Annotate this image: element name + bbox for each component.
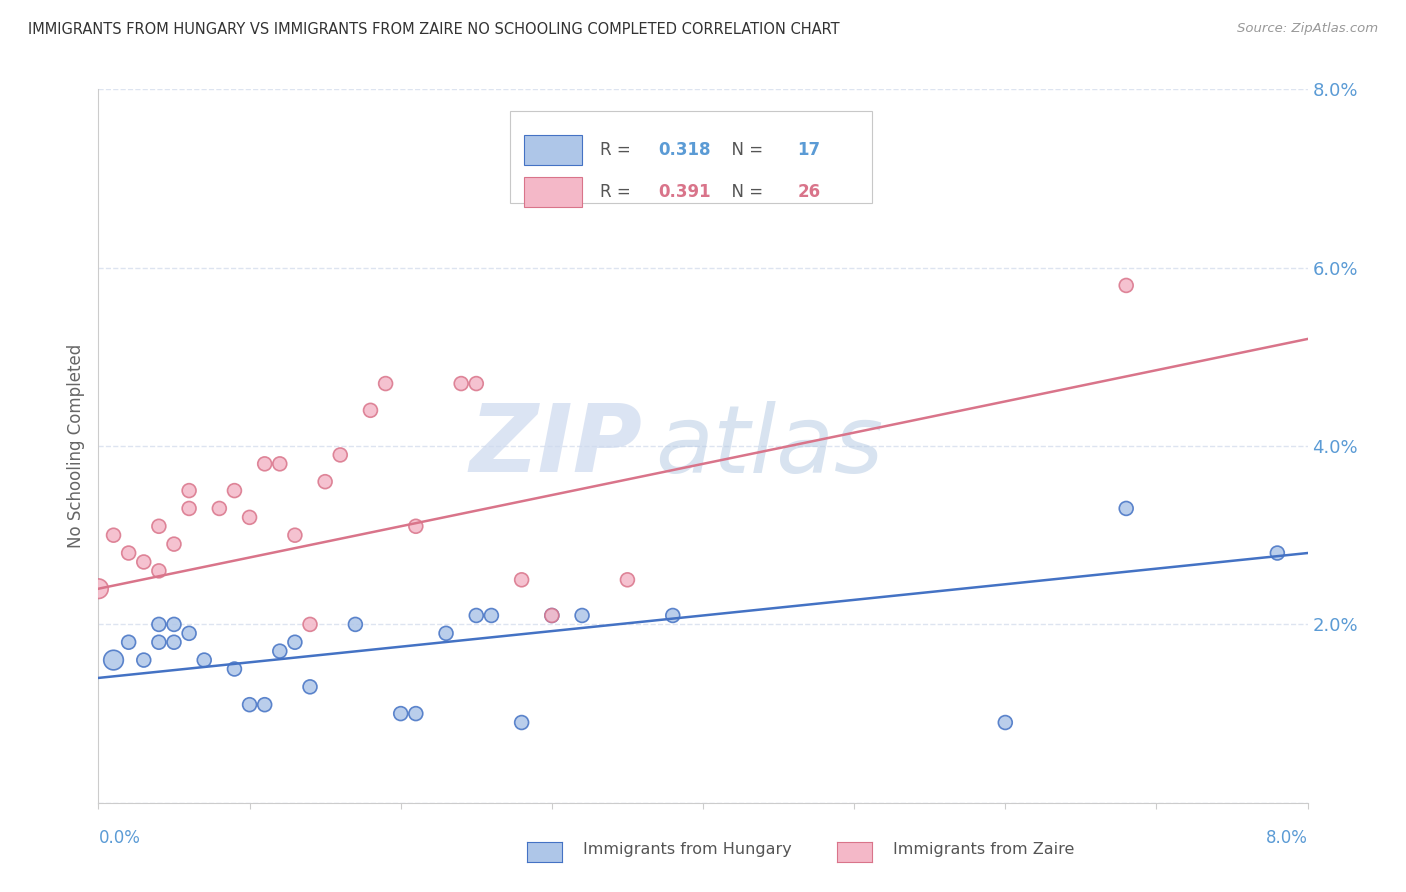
- Point: [253, 457, 276, 471]
- Point: [1115, 501, 1137, 516]
- Point: [224, 483, 246, 498]
- Point: [163, 635, 186, 649]
- Point: [103, 528, 125, 542]
- Point: [239, 698, 262, 712]
- Point: [994, 715, 1017, 730]
- Text: atlas: atlas: [655, 401, 883, 491]
- Text: N =: N =: [721, 141, 769, 159]
- Text: 0.0%: 0.0%: [98, 829, 141, 847]
- Text: Immigrants from Zaire: Immigrants from Zaire: [893, 842, 1074, 856]
- Point: [148, 564, 170, 578]
- Text: R =: R =: [600, 141, 637, 159]
- Text: IMMIGRANTS FROM HUNGARY VS IMMIGRANTS FROM ZAIRE NO SCHOOLING COMPLETED CORRELAT: IMMIGRANTS FROM HUNGARY VS IMMIGRANTS FR…: [28, 22, 839, 37]
- Point: [163, 537, 186, 551]
- Point: [179, 501, 201, 516]
- Point: [148, 617, 170, 632]
- Point: [224, 662, 246, 676]
- Point: [571, 608, 593, 623]
- Point: [299, 680, 322, 694]
- Y-axis label: No Schooling Completed: No Schooling Completed: [66, 344, 84, 548]
- Point: [179, 483, 201, 498]
- Point: [148, 519, 170, 533]
- Point: [118, 546, 141, 560]
- Bar: [524, 178, 582, 207]
- Point: [239, 510, 262, 524]
- Point: [269, 457, 291, 471]
- Point: [163, 617, 186, 632]
- Text: 0.391: 0.391: [658, 183, 711, 202]
- Point: [405, 519, 427, 533]
- Point: [1265, 546, 1288, 560]
- Point: [179, 626, 201, 640]
- Point: [450, 376, 472, 391]
- Point: [661, 608, 683, 623]
- Text: 26: 26: [797, 183, 821, 202]
- Point: [616, 573, 638, 587]
- Text: Source: ZipAtlas.com: Source: ZipAtlas.com: [1237, 22, 1378, 36]
- Point: [148, 635, 170, 649]
- Point: [208, 501, 231, 516]
- Text: R =: R =: [600, 183, 637, 202]
- Point: [299, 617, 322, 632]
- Point: [344, 617, 367, 632]
- Point: [389, 706, 412, 721]
- Point: [510, 715, 533, 730]
- Point: [434, 626, 457, 640]
- Text: Immigrants from Hungary: Immigrants from Hungary: [583, 842, 792, 856]
- Point: [465, 608, 488, 623]
- Bar: [524, 135, 582, 164]
- Text: 17: 17: [797, 141, 821, 159]
- FancyBboxPatch shape: [509, 111, 872, 203]
- Point: [374, 376, 396, 391]
- Text: ZIP: ZIP: [470, 400, 643, 492]
- Point: [359, 403, 381, 417]
- Point: [284, 635, 307, 649]
- Point: [540, 608, 562, 623]
- Point: [479, 608, 503, 623]
- Point: [103, 653, 125, 667]
- Point: [752, 162, 775, 177]
- Point: [193, 653, 215, 667]
- Point: [1115, 278, 1137, 293]
- Point: [284, 528, 307, 542]
- Point: [269, 644, 291, 658]
- Text: 8.0%: 8.0%: [1265, 829, 1308, 847]
- Point: [253, 698, 276, 712]
- Point: [329, 448, 352, 462]
- Point: [510, 573, 533, 587]
- Point: [540, 608, 562, 623]
- Point: [314, 475, 336, 489]
- Point: [465, 376, 488, 391]
- Point: [132, 555, 155, 569]
- Text: 0.318: 0.318: [658, 141, 711, 159]
- Point: [405, 706, 427, 721]
- Point: [132, 653, 155, 667]
- Point: [118, 635, 141, 649]
- Text: N =: N =: [721, 183, 769, 202]
- Point: [87, 582, 110, 596]
